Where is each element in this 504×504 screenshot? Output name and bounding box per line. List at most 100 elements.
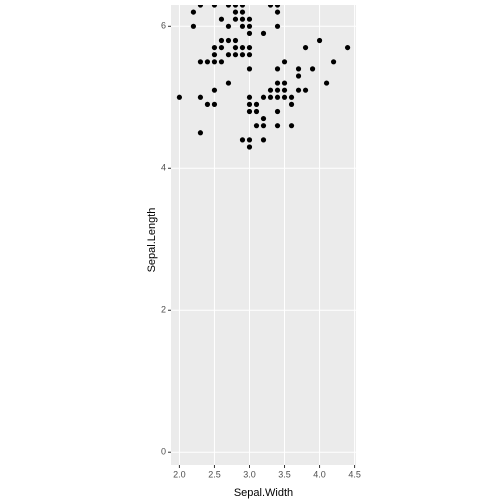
point <box>225 80 232 86</box>
point <box>232 16 239 22</box>
point <box>232 44 239 51</box>
point <box>197 5 204 8</box>
point <box>211 87 218 93</box>
x-tick-label: 3.5 <box>278 469 291 479</box>
point <box>246 94 253 100</box>
point <box>330 59 337 65</box>
point <box>211 52 218 58</box>
point <box>239 23 246 29</box>
point <box>225 52 232 58</box>
x-tick-label: 2.5 <box>208 469 221 479</box>
point <box>190 9 197 15</box>
x-tick-label: 4.0 <box>313 469 326 479</box>
point <box>211 59 218 65</box>
point <box>274 23 281 29</box>
point <box>295 87 302 93</box>
point <box>239 9 246 15</box>
point <box>316 37 323 44</box>
point <box>239 44 246 51</box>
x-tick-label: 3.0 <box>243 469 256 479</box>
point <box>218 37 225 44</box>
point <box>253 101 260 107</box>
point <box>204 101 211 107</box>
point <box>274 5 281 8</box>
y-tick-label: 6 <box>161 21 166 31</box>
point <box>302 87 309 93</box>
point <box>253 108 260 115</box>
point <box>274 123 281 129</box>
point <box>288 101 295 107</box>
point <box>232 52 239 58</box>
x-tick-label: 2.0 <box>173 469 186 479</box>
point <box>239 52 246 58</box>
point <box>274 108 281 115</box>
x-tick-label: 4.5 <box>348 469 361 479</box>
point <box>288 94 295 100</box>
point <box>246 30 253 36</box>
point <box>260 30 267 36</box>
y-tick-label: 2 <box>161 305 166 315</box>
point <box>267 5 274 8</box>
point <box>246 137 253 143</box>
point <box>218 44 225 51</box>
point <box>281 94 288 100</box>
point <box>218 59 225 65</box>
point <box>323 80 330 86</box>
point <box>274 80 281 86</box>
point <box>281 59 288 65</box>
point <box>246 16 253 22</box>
point <box>197 59 204 65</box>
point <box>225 23 232 29</box>
point <box>211 5 218 8</box>
point <box>274 66 281 72</box>
point <box>344 44 351 51</box>
point <box>267 87 274 93</box>
point <box>190 23 197 29</box>
x-axis-label: Sepal.Width <box>234 487 293 499</box>
point <box>260 115 267 122</box>
point <box>218 16 225 22</box>
panel <box>171 5 356 465</box>
point <box>246 101 253 107</box>
y-axis-label: Sepal.Length <box>146 208 158 273</box>
point <box>211 44 218 51</box>
point <box>295 66 302 72</box>
point <box>246 44 253 51</box>
point <box>225 37 232 44</box>
point <box>253 123 260 129</box>
point <box>274 87 281 93</box>
point <box>246 52 253 58</box>
point <box>204 59 211 65</box>
point <box>197 130 204 136</box>
point <box>225 5 232 8</box>
point <box>246 108 253 115</box>
y-tick-label: 4 <box>161 163 166 173</box>
point <box>232 9 239 15</box>
point <box>246 66 253 72</box>
point <box>274 9 281 15</box>
point <box>295 73 302 79</box>
point <box>260 123 267 129</box>
y-tick-label: 0 <box>161 447 166 457</box>
point <box>232 5 239 8</box>
point <box>302 44 309 51</box>
point <box>281 80 288 86</box>
point <box>246 144 253 150</box>
point <box>274 94 281 100</box>
point <box>211 101 218 107</box>
point <box>176 94 183 100</box>
point <box>309 66 316 72</box>
point <box>288 123 295 129</box>
point <box>267 94 274 100</box>
point <box>232 37 239 44</box>
point <box>260 94 267 100</box>
point <box>239 16 246 22</box>
point <box>260 137 267 143</box>
point <box>246 23 253 29</box>
point <box>239 5 246 8</box>
point <box>239 137 246 143</box>
point <box>197 94 204 100</box>
point <box>281 87 288 93</box>
